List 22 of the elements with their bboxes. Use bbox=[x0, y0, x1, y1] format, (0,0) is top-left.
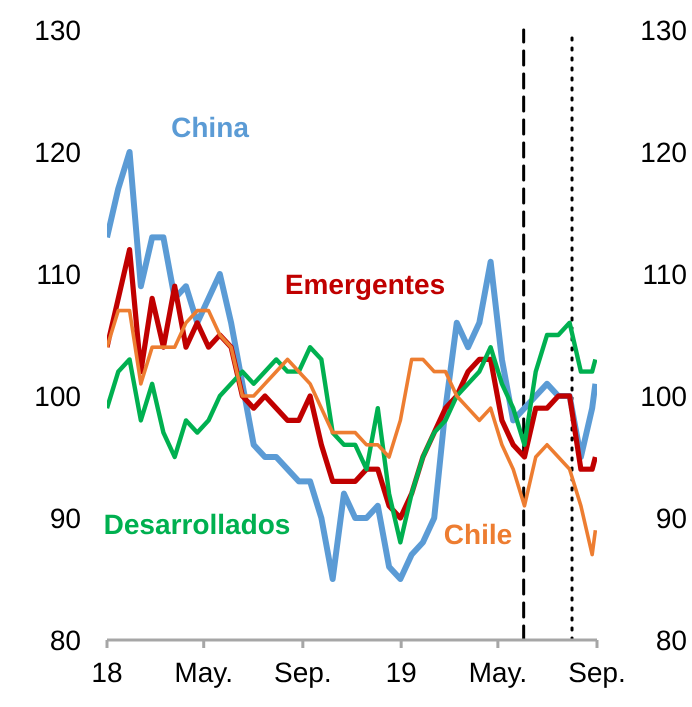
y2-tick-label: 80 bbox=[656, 624, 687, 656]
y-tick-label: 90 bbox=[50, 502, 81, 534]
y-tick-label: 110 bbox=[36, 258, 81, 290]
y2-tick-label: 110 bbox=[642, 258, 687, 290]
y-tick-label: 100 bbox=[34, 380, 81, 412]
y2-tick-label: 120 bbox=[640, 136, 687, 168]
text: Emergentes bbox=[284, 269, 446, 301]
series-label: China bbox=[171, 112, 249, 144]
y2-tick-label: 130 bbox=[640, 14, 687, 46]
x-tick-label: May. bbox=[468, 656, 528, 688]
x-tick-label: 19 bbox=[386, 656, 417, 688]
y2-tick-label: 90 bbox=[656, 502, 687, 534]
y-tick-label: 120 bbox=[34, 136, 81, 168]
x-tick-label: 18 bbox=[91, 656, 123, 688]
x-tick-label: May. bbox=[174, 656, 234, 688]
x-tick-label: Sep. bbox=[568, 656, 626, 688]
y-tick-label: 130 bbox=[34, 14, 81, 46]
x-tick-label: Sep. bbox=[274, 656, 332, 688]
y2-tick-label: 100 bbox=[640, 380, 687, 412]
text: Desarrollados bbox=[104, 509, 290, 541]
y-tick-label: 80 bbox=[50, 624, 81, 656]
series-label: Chile bbox=[444, 519, 512, 551]
